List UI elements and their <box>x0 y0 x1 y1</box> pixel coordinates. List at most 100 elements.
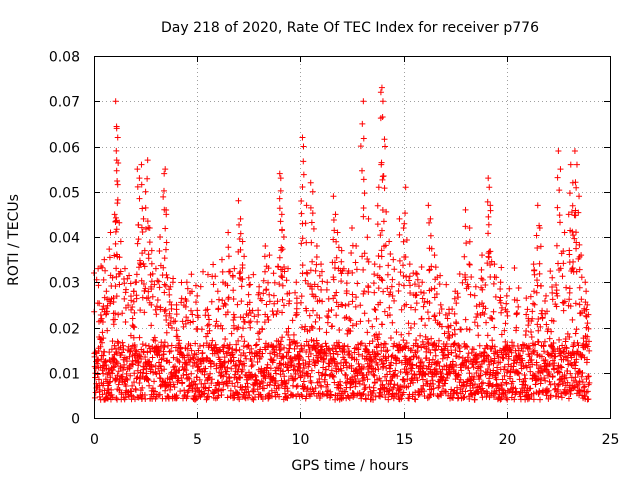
data-point <box>318 261 325 268</box>
data-point <box>247 324 254 331</box>
baseline-point <box>233 341 240 348</box>
data-point <box>380 218 387 225</box>
baseline-point <box>202 365 209 372</box>
data-point <box>323 329 330 336</box>
baseline-point <box>415 355 422 362</box>
baseline-point <box>390 343 397 350</box>
baseline-point <box>553 281 560 288</box>
data-point <box>194 292 201 299</box>
data-point <box>145 294 152 301</box>
baseline-point <box>390 384 397 391</box>
baseline-point <box>176 359 183 366</box>
baseline-point <box>179 379 186 386</box>
baseline-point <box>400 282 407 289</box>
baseline-point <box>163 329 170 336</box>
baseline-point <box>273 344 280 351</box>
baseline-point <box>371 372 378 379</box>
data-point <box>348 250 355 257</box>
data-point <box>432 264 439 271</box>
data-point <box>280 302 287 309</box>
baseline-point <box>146 382 153 389</box>
data-point <box>330 193 337 200</box>
baseline-point <box>264 313 271 320</box>
baseline-point <box>425 339 432 346</box>
baseline-point <box>533 377 540 384</box>
baseline-point <box>108 386 115 393</box>
data-point <box>568 209 575 216</box>
data-point <box>160 187 167 194</box>
data-point <box>152 306 159 313</box>
baseline-point <box>257 346 264 353</box>
baseline-point <box>379 321 386 328</box>
baseline-point <box>295 361 302 368</box>
baseline-point <box>530 348 537 355</box>
baseline-point <box>248 374 255 381</box>
data-point <box>173 327 180 334</box>
data-point <box>346 315 353 322</box>
data-point <box>305 280 312 287</box>
baseline-point <box>499 376 506 383</box>
y-tick-labels: 0 0.01 0.02 0.03 0.04 0.05 0.06 0.07 0.08 <box>49 50 80 428</box>
baseline-point <box>505 353 512 360</box>
baseline-point <box>468 391 475 398</box>
data-point <box>479 286 486 293</box>
baseline-point <box>514 342 521 349</box>
baseline-point <box>168 324 175 331</box>
data-point <box>121 295 128 302</box>
baseline-point <box>484 352 491 359</box>
data-point <box>298 198 305 205</box>
baseline-point <box>511 265 518 272</box>
baseline-point <box>541 338 548 345</box>
chart-title: Day 218 of 2020, Rate Of TEC Index for r… <box>161 20 539 36</box>
data-point <box>502 320 509 327</box>
data-point <box>276 281 283 288</box>
x-tick-labels: 0 5 10 15 20 25 <box>90 432 619 448</box>
baseline-point <box>384 371 391 378</box>
data-point <box>582 279 589 286</box>
data-point <box>138 181 145 188</box>
data-point <box>571 235 578 242</box>
baseline-point <box>551 360 558 367</box>
data-point <box>183 279 190 286</box>
baseline-point <box>139 384 146 391</box>
data-point <box>390 256 397 263</box>
data-point <box>151 281 158 288</box>
baseline-point <box>441 330 448 337</box>
data-point <box>417 289 424 296</box>
data-point <box>485 230 492 237</box>
baseline-point <box>183 361 190 368</box>
data-point <box>148 286 155 293</box>
baseline-point <box>185 352 192 359</box>
baseline-point <box>345 352 352 359</box>
baseline-point <box>450 366 457 373</box>
baseline-point <box>465 365 472 372</box>
baseline-point <box>501 372 508 379</box>
baseline-point <box>145 377 152 384</box>
baseline-point <box>454 384 461 391</box>
data-point <box>372 306 379 313</box>
baseline-point <box>99 264 106 271</box>
baseline-point <box>334 351 341 358</box>
baseline-point <box>515 285 522 292</box>
baseline-point <box>136 334 143 341</box>
data-point <box>407 289 414 296</box>
baseline-point <box>267 350 274 357</box>
baseline-point <box>393 390 400 397</box>
baseline-point <box>132 357 139 364</box>
data-point <box>377 232 384 239</box>
baseline-point <box>554 292 561 299</box>
baseline-point <box>384 271 391 278</box>
data-point <box>164 274 171 281</box>
data-point <box>162 306 169 313</box>
baseline-point <box>244 384 251 391</box>
baseline-point <box>357 318 364 325</box>
data-point <box>403 237 410 244</box>
data-point <box>381 185 388 192</box>
baseline-point <box>374 361 381 368</box>
data-point <box>95 282 102 289</box>
data-point <box>503 308 510 315</box>
baseline-point <box>325 314 332 321</box>
baseline-point <box>357 302 364 309</box>
baseline-point <box>113 350 120 357</box>
data-point <box>134 183 141 190</box>
